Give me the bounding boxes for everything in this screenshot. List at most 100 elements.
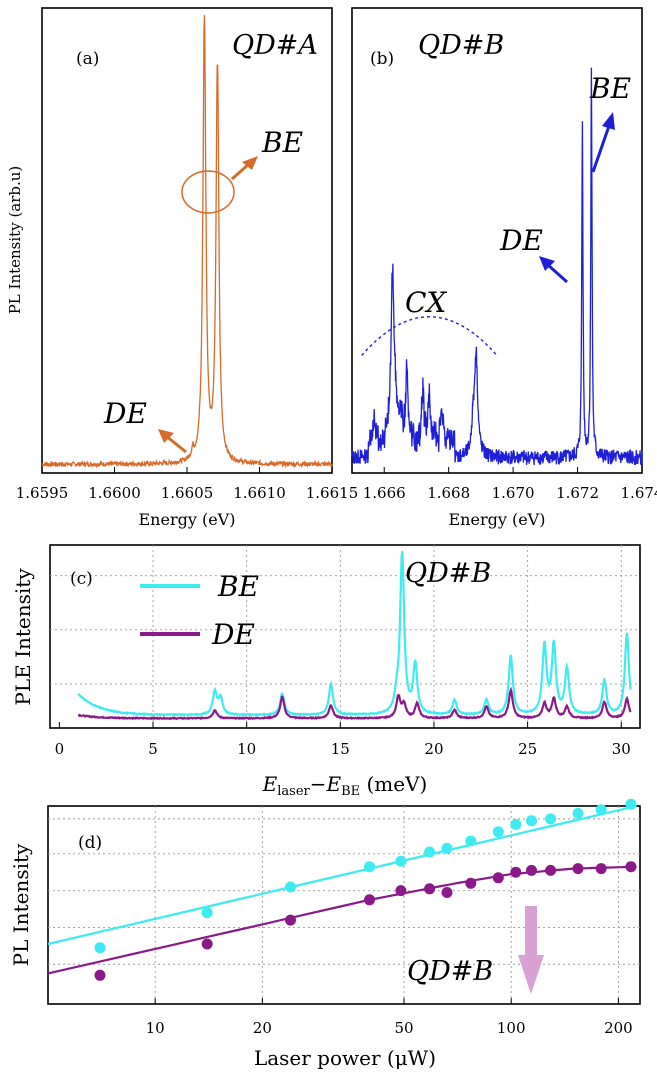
panel-d-de-point [465,877,477,889]
xlabel-sub-laser: laser [277,784,310,799]
panel-c-x-ticks: 0 5 10 15 20 25 30 [55,722,631,758]
panel-a-qd-label: QD#A [232,30,318,61]
panel-c-grid [50,545,640,728]
panel-d-x-tick-label: 20 [253,1019,272,1037]
panel-b-de-arrow [546,263,569,284]
panel-b-qd-label: QD#B [418,30,504,61]
xlabel-d-suffix: ) [428,1046,436,1070]
panel-a-x-ticks: 1.6595 1.6600 1.6605 1.6610 1.6615 [16,467,359,502]
panel-b-x-axis-label: Energy (eV) [449,510,546,529]
panel-b-plot-area [351,67,643,466]
panel-b-be-arrowhead [602,112,615,130]
panel-d-be-point [492,826,504,838]
panel-a-be-circle [181,170,235,214]
panel-d-be-point [424,846,436,858]
panel-d-be-point [285,881,296,893]
panel-d-be-point [94,942,106,954]
panel-d-plot-area [47,798,637,981]
panel-a-x-tick-label: 1.6595 [16,484,69,502]
panel-d-x-tick-label: 100 [497,1019,526,1037]
panel-d-be-fit-line [47,804,637,946]
xlabel-e: E [262,772,278,796]
panel-d-be-point [201,907,213,919]
panel-b: 1.666 1.668 1.670 1.672 1.674 (b) QD#B BE DE… [351,7,657,529]
panel-d-be-point [572,807,584,819]
panel-c-y-axis-label: PLE Intensity [11,568,35,706]
panel-b-frame [351,7,643,474]
panel-c-x-tick-label: 5 [148,740,158,758]
panel-b-x-tick-label: 1.670 [492,484,535,502]
panel-a-be-arrowhead [242,156,258,170]
xlabel-minus-e: −E [310,772,342,796]
panel-d-be-point [545,813,557,825]
panel-d-de-point [364,894,375,906]
panel-b-label: (b) [370,49,394,69]
panel-c: 0 5 10 15 20 25 30 (c) QD#B BE DE PLE Intensit… [11,544,641,799]
panel-d-de-point [572,863,584,875]
panel-d-de-point [492,872,504,884]
panel-c-plot-area [77,550,632,721]
panel-d-down-arrow-shaft [525,906,537,956]
panel-b-x-tick-label: 1.672 [556,484,599,502]
panel-a-y-axis-label: PL Intensity (arb.u) [6,166,24,315]
panel-a: 1.6595 1.6600 1.6605 1.6610 1.6615 (a) QD#A … [6,7,359,529]
panel-b-de-label: DE [499,224,543,257]
panel-b-be-label: BE [589,72,631,105]
panel-d-de-point [595,863,607,875]
panel-b-cx-arc [361,316,498,356]
panel-d-frame [47,805,641,1005]
xlabel-d-prefix: Laser power ( [254,1046,395,1070]
panel-c-x-tick-label: 10 [237,740,256,758]
panel-a-x-tick-label: 1.6600 [88,484,141,502]
panel-a-de-arrowhead [158,429,174,443]
panel-a-plot-area [41,14,333,469]
panel-d-de-fit-line [47,865,637,975]
panel-b-cx-label: CX [405,286,447,319]
panel-b-x-tick-label: 1.674 [621,484,657,502]
panel-d-x-ticks: 10 20 50 100 200 [146,998,633,1037]
panel-c-x-tick-label: 30 [612,740,631,758]
panel-d: 10 20 50 100 200 (d) QD#B PL Intensity Laser… [9,798,641,1070]
panel-d-x-tick-label: 10 [146,1019,165,1037]
panel-a-frame [41,7,333,474]
panel-b-x-ticks: 1.666 1.668 1.670 1.672 1.674 [363,467,657,502]
legend-be-label: BE [217,570,259,603]
panel-c-x-axis-label: Elaser−EBE (meV) [262,772,428,799]
panel-b-be-arrow [591,125,611,173]
panel-d-be-point [625,798,637,810]
panel-c-x-tick-label: 15 [331,740,350,758]
panel-d-de-point [545,864,557,876]
panel-d-be-point [510,818,522,830]
panel-c-x-tick-label: 20 [424,740,443,758]
panel-a-be-label: BE [261,126,303,159]
panel-b-x-tick-label: 1.668 [427,484,470,502]
panel-d-qd-label: QD#B [407,956,493,987]
panel-d-de-point [510,866,522,878]
panel-d-x-tick-label: 50 [394,1019,413,1037]
panel-a-x-tick-label: 1.6605 [161,484,214,502]
panel-d-x-axis-label: Laser power (μW) [254,1046,436,1070]
panel-d-y-axis-label: PL Intensity [9,843,33,966]
legend-de-label: DE [211,618,255,651]
panel-d-x-tick-label: 200 [604,1019,633,1037]
panel-d-de-point [424,883,436,895]
panel-a-x-tick-label: 1.6610 [233,484,286,502]
panel-c-x-tick-label: 25 [518,740,537,758]
xlabel-unit: (meV) [360,772,427,796]
panel-d-be-point [395,855,407,867]
panel-a-label: (a) [76,49,99,69]
panel-d-label: (d) [78,833,102,853]
panel-a-spectrum-line [41,14,333,469]
panel-c-qd-label: QD#B [405,558,491,589]
panel-a-de-arrow [165,434,187,454]
panel-d-down-arrowhead [518,955,544,994]
panel-a-x-tick-label: 1.6615 [306,484,359,502]
panel-a-de-label: DE [103,397,147,430]
xlabel-d-unit: μW [395,1046,429,1070]
panel-c-label: (c) [70,569,93,589]
panel-d-de-point [441,887,453,898]
panel-d-be-point [595,804,607,816]
panel-c-de-line [77,686,632,721]
panel-d-grid [48,806,640,1004]
